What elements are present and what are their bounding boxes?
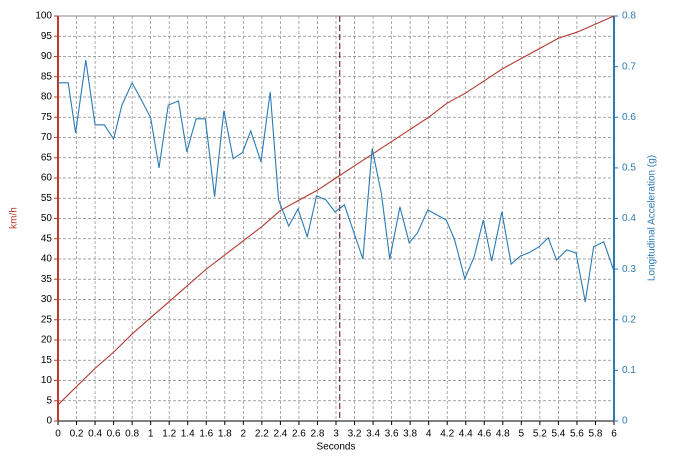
y-tick-label: 25: [41, 314, 53, 325]
x-tick-label: 0.4: [88, 429, 102, 440]
x-tick-label: 3.2: [348, 429, 362, 440]
y-tick-label: 15: [41, 355, 53, 366]
x-tick-label: 1.4: [181, 429, 195, 440]
x-tick-label: 2.8: [311, 429, 325, 440]
y2-tick-label: 0: [622, 416, 628, 427]
x-tick-label: 3.6: [385, 429, 399, 440]
y2-tick-label: 0.5: [622, 163, 636, 174]
x-tick-label: 0.6: [107, 429, 121, 440]
x-tick-label: 3.4: [366, 429, 380, 440]
x-tick-label: 2.6: [292, 429, 306, 440]
y-tick-label: 40: [41, 254, 53, 265]
x-tick-label: 1.6: [199, 429, 213, 440]
x-tick-label: 5.2: [533, 429, 547, 440]
y-tick-label: 70: [41, 132, 53, 143]
x-tick-label: 5.6: [570, 429, 584, 440]
x-tick-label: 4.8: [496, 429, 510, 440]
y-tick-label: 20: [41, 335, 53, 346]
y2-tick-label: 0.1: [622, 365, 636, 376]
y-tick-label: 80: [41, 92, 53, 103]
x-tick-label: 1.8: [218, 429, 232, 440]
x-tick-label: 4.4: [459, 429, 473, 440]
x-axis-label: Seconds: [317, 442, 356, 453]
x-tick-label: 6: [611, 429, 617, 440]
x-tick-label: 2.4: [273, 429, 287, 440]
y-tick-label: 75: [41, 112, 53, 123]
x-tick-label: 1.2: [162, 429, 176, 440]
y-tick-label: 90: [41, 51, 53, 62]
y-tick-label: 95: [41, 31, 53, 42]
y2-axis-label: Longitudinal Acceleration (g): [647, 155, 658, 281]
x-tick-label: 3: [333, 429, 339, 440]
y-tick-label: 30: [41, 294, 53, 305]
y2-tick-label: 0.3: [622, 264, 636, 275]
x-tick-label: 4: [426, 429, 432, 440]
x-tick-label: 0.8: [125, 429, 139, 440]
x-tick-label: 5.8: [589, 429, 603, 440]
y-tick-label: 45: [41, 233, 53, 244]
y-tick-label: 35: [41, 274, 53, 285]
x-tick-label: 1: [148, 429, 154, 440]
x-tick-label: 3.8: [403, 429, 417, 440]
y-axis-label: km/h: [9, 207, 20, 229]
y-tick-label: 100: [35, 11, 52, 22]
x-tick-label: 2.2: [255, 429, 269, 440]
x-tick-label: 0.2: [70, 429, 84, 440]
y-tick-label: 0: [46, 416, 52, 427]
y-tick-label: 60: [41, 173, 53, 184]
x-tick-label: 5.4: [551, 429, 565, 440]
y-tick-label: 5: [46, 395, 52, 406]
y2-tick-label: 0.4: [622, 213, 636, 224]
x-tick-label: 5: [519, 429, 525, 440]
x-tick-label: 2: [241, 429, 247, 440]
y-tick-label: 50: [41, 213, 53, 224]
y-tick-label: 65: [41, 152, 53, 163]
x-tick-label: 4.6: [477, 429, 491, 440]
y-tick-label: 55: [41, 193, 53, 204]
y2-tick-label: 0.8: [622, 11, 636, 22]
x-tick-label: 0: [55, 429, 61, 440]
y-tick-label: 10: [41, 375, 53, 386]
y2-tick-label: 0.2: [622, 314, 636, 325]
series-line: [58, 59, 615, 303]
y2-tick-label: 0.6: [622, 112, 636, 123]
y2-tick-label: 0.7: [622, 61, 636, 72]
series-line: [57, 15, 615, 406]
y-tick-label: 85: [41, 71, 53, 82]
x-tick-label: 4.2: [440, 429, 454, 440]
